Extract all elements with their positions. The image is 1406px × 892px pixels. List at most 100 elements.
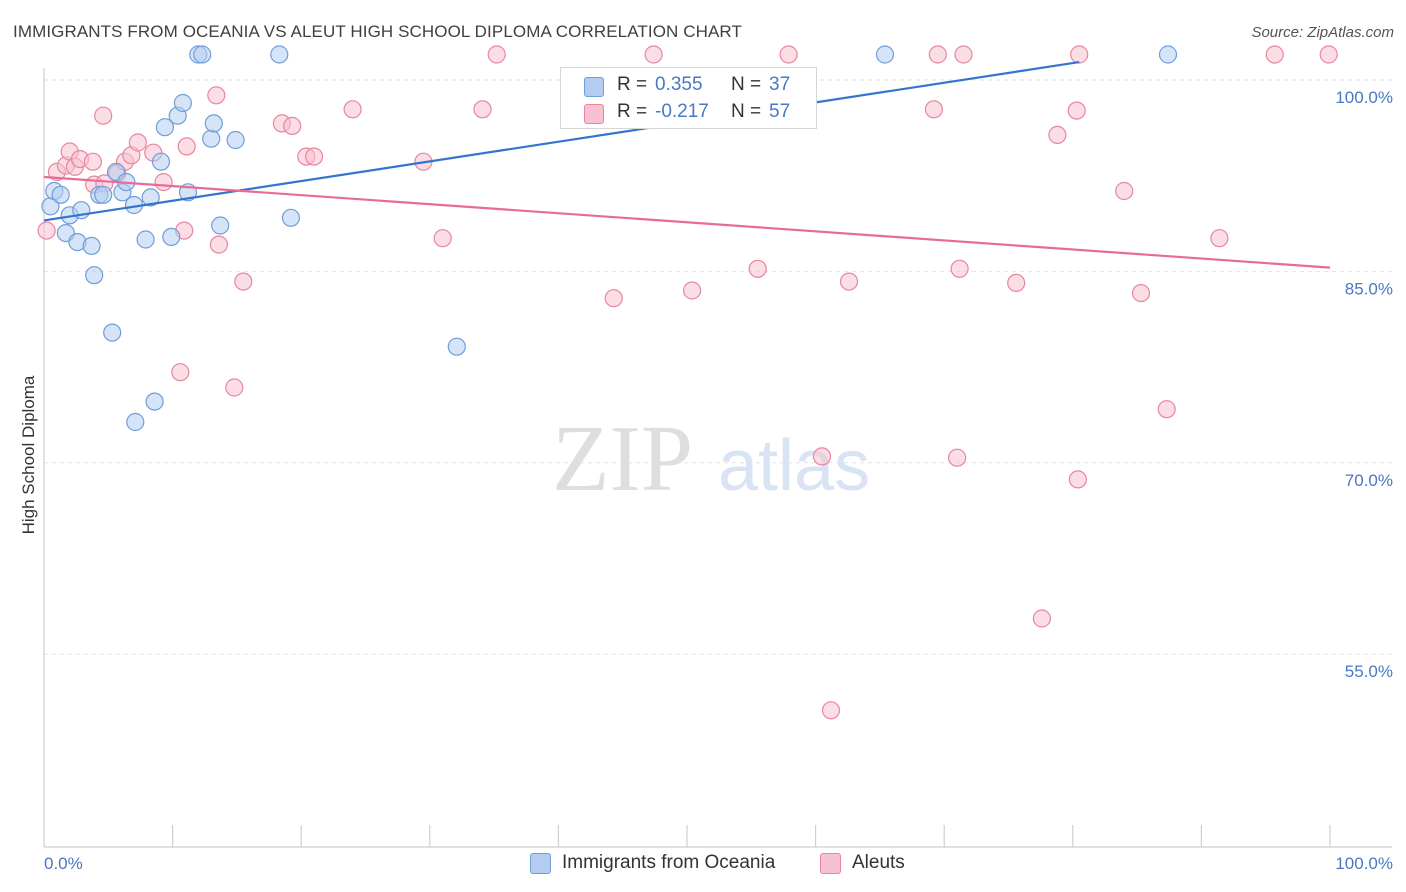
oceania-point (126, 412, 145, 432)
aleuts-point (928, 45, 947, 64)
oceania-point (51, 185, 70, 204)
oceania-point (211, 216, 230, 235)
legend-r-value: -0.217 (655, 101, 709, 122)
oceania-point (202, 129, 221, 148)
legend-n-value: 37 (769, 74, 791, 95)
aleuts-point (1265, 45, 1284, 64)
oceania-point (85, 266, 104, 285)
aleuts-point (821, 701, 841, 720)
aleuts-point (947, 448, 967, 467)
aleuts-point (839, 272, 859, 291)
legend-swatch-blue (584, 77, 604, 97)
series-oceania (41, 45, 1178, 432)
aleuts-point (812, 447, 832, 466)
oceania-point (270, 45, 289, 64)
aleuts-point (487, 45, 506, 64)
aleuts-point (225, 378, 244, 397)
aleuts-point (234, 272, 253, 291)
aleuts-point (1210, 229, 1229, 248)
oceania-point (145, 392, 164, 411)
oceania-point (155, 118, 174, 137)
aleuts-point (954, 45, 973, 64)
oceania-point (281, 208, 300, 227)
legend-swatch-pink (820, 853, 841, 874)
y-tick-label: 55.0% (1345, 662, 1393, 681)
legend-r-label: R = (617, 101, 648, 122)
legend-n-label: N = (731, 101, 762, 122)
aleuts-point (1157, 400, 1176, 419)
aleuts-point (1068, 470, 1088, 489)
aleuts-point (1007, 273, 1026, 292)
aleuts-point (779, 45, 798, 64)
y-tick-label: 70.0% (1345, 471, 1393, 490)
y-tick-labels: 100.0% 85.0% 70.0% 55.0% (1335, 88, 1393, 681)
oceania-point (82, 236, 101, 255)
chart-title: IMMIGRANTS FROM OCEANIA VS ALEUT HIGH SC… (13, 22, 742, 41)
aleuts-point (1319, 45, 1338, 64)
aleuts-point (1032, 609, 1052, 628)
aleuts-point (950, 259, 969, 278)
aleuts-point (1131, 284, 1151, 303)
oceania-point (103, 323, 122, 342)
watermark: ZIP atlas (552, 407, 870, 511)
legend-n-value: 57 (769, 101, 791, 122)
y-tick-label: 100.0% (1335, 88, 1393, 107)
x-tick-label-max: 100.0% (1335, 854, 1393, 873)
aleuts-point (604, 289, 623, 308)
x-ticks (172, 825, 1331, 847)
oceania-trend-line (43, 61, 1080, 222)
aleuts-point (748, 259, 767, 278)
oceania-point (226, 130, 245, 150)
aleuts-point (682, 281, 702, 300)
aleuts-point (473, 100, 492, 119)
aleuts-point (1070, 45, 1089, 64)
trend-lines (43, 61, 1331, 269)
oceania-point (151, 152, 171, 171)
y-axis-label: High School Diploma (19, 375, 38, 534)
aleuts-point (1048, 125, 1067, 144)
aleuts-point (1067, 101, 1086, 120)
aleuts-point (433, 229, 452, 248)
series-aleuts (37, 45, 1338, 720)
aleuts-point (207, 86, 226, 105)
aleuts-point (1115, 181, 1134, 201)
watermark-zip: ZIP (552, 407, 693, 511)
aleuts-point (644, 45, 663, 64)
aleuts-point (177, 137, 196, 156)
oceania-point (1158, 45, 1178, 64)
aleuts-point (128, 133, 147, 152)
aleuts-point (171, 363, 190, 382)
aleuts-point (209, 235, 228, 254)
oceania-point (162, 227, 181, 246)
aleuts-point (924, 100, 944, 119)
oceania-point (141, 188, 160, 207)
oceania-point (173, 93, 192, 113)
source-label: Source: ZipAtlas.com (1251, 24, 1394, 41)
oceania-point (136, 230, 155, 249)
oceania-point (94, 185, 113, 204)
legend-n-label: N = (731, 74, 762, 95)
legend-swatch-pink (584, 104, 604, 124)
correlation-legend: R = 0.355 N = 37 R = -0.217 N = 57 (560, 67, 817, 129)
oceania-point (204, 114, 223, 133)
x-tick-label-min: 0.0% (44, 854, 83, 873)
aleuts-point (83, 152, 103, 171)
aleuts-point (94, 106, 113, 125)
aleuts-point (305, 147, 324, 166)
gridlines (44, 79, 1392, 655)
aleuts-point (154, 173, 173, 192)
legend-label-aleuts: Aleuts (852, 852, 905, 873)
y-tick-label: 85.0% (1345, 279, 1393, 298)
aleuts-trend-line (43, 175, 1331, 269)
legend-label-oceania: Immigrants from Oceania (562, 852, 776, 873)
watermark-atlas: atlas (718, 426, 870, 506)
aleuts-point (343, 100, 362, 119)
aleuts-point (37, 221, 56, 240)
oceania-point (875, 45, 895, 64)
legend-r-label: R = (617, 74, 648, 95)
axes (43, 68, 1392, 848)
legend-r-value: 0.355 (655, 74, 703, 95)
aleuts-point (283, 116, 302, 136)
legend-swatch-blue (530, 853, 551, 874)
